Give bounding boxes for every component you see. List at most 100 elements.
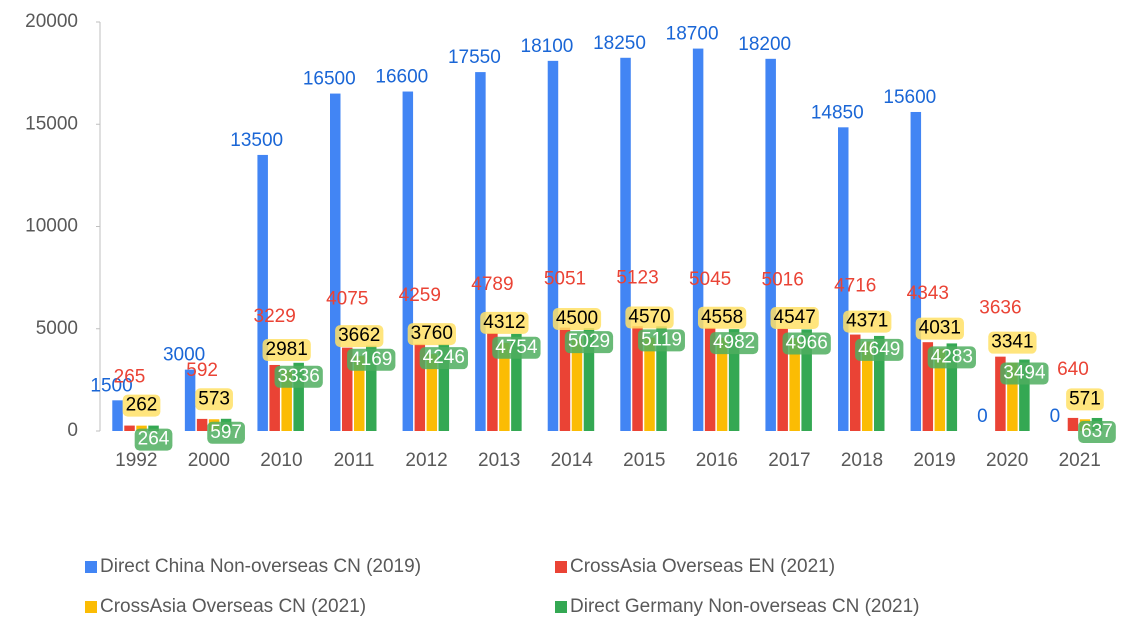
bar bbox=[692, 48, 704, 432]
legend-label: Direct China Non-overseas CN (2019) bbox=[100, 556, 421, 577]
data-label: 4982 bbox=[713, 332, 755, 353]
data-label: 4789 bbox=[471, 274, 513, 295]
label-bg bbox=[347, 348, 396, 371]
data-label: 4570 bbox=[628, 307, 670, 328]
bar bbox=[632, 326, 643, 431]
legend-label: CrossAsia Overseas CN (2021) bbox=[100, 596, 366, 617]
bar bbox=[354, 356, 365, 431]
bar bbox=[1019, 359, 1030, 431]
bar bbox=[487, 333, 498, 431]
bar bbox=[426, 354, 438, 431]
label-bg bbox=[195, 388, 233, 411]
data-label: 4343 bbox=[907, 283, 949, 304]
x-tick-label: 2011 bbox=[334, 450, 375, 471]
bar bbox=[801, 329, 812, 431]
bar bbox=[862, 341, 873, 431]
label-bg bbox=[697, 306, 747, 329]
data-label: 0 bbox=[977, 406, 988, 427]
label-bg bbox=[134, 428, 173, 451]
bar bbox=[922, 342, 934, 431]
bar bbox=[838, 127, 849, 431]
bar bbox=[910, 111, 922, 431]
data-label: 4169 bbox=[350, 349, 392, 370]
data-label: 4649 bbox=[858, 339, 900, 360]
x-tick-label: 2020 bbox=[986, 450, 1028, 471]
x-tick-label: 2000 bbox=[188, 450, 230, 471]
x-tick-label: 2010 bbox=[260, 450, 302, 471]
data-label: 573 bbox=[198, 388, 230, 409]
data-label: 262 bbox=[126, 395, 158, 416]
bar bbox=[499, 342, 510, 431]
label-bg bbox=[335, 325, 384, 348]
bar bbox=[620, 57, 631, 431]
label-bg bbox=[1000, 362, 1049, 385]
data-label: 592 bbox=[186, 360, 218, 381]
legend-swatch bbox=[555, 561, 567, 573]
bar bbox=[196, 418, 208, 431]
data-label: 3336 bbox=[278, 366, 320, 387]
data-label: 264 bbox=[138, 429, 170, 450]
data-label: 4246 bbox=[423, 347, 465, 368]
x-tick-label: 2018 bbox=[841, 450, 883, 471]
bar bbox=[402, 91, 414, 431]
label-bg bbox=[564, 331, 614, 354]
x-tick-label: 2015 bbox=[623, 450, 665, 471]
bar bbox=[366, 345, 377, 431]
data-label: 5119 bbox=[641, 329, 682, 350]
data-label: 18100 bbox=[521, 36, 574, 57]
x-tick-label: 2012 bbox=[405, 450, 447, 471]
x-tick-label: 2019 bbox=[913, 450, 955, 471]
label-bg bbox=[638, 329, 685, 352]
label-bg bbox=[262, 339, 311, 362]
data-label: 3341 bbox=[991, 332, 1033, 353]
data-label: 18200 bbox=[738, 34, 791, 55]
bar bbox=[644, 337, 655, 431]
bar bbox=[874, 335, 885, 431]
label-bg bbox=[625, 306, 674, 329]
data-label: 1500 bbox=[90, 375, 132, 396]
label-bg bbox=[552, 307, 602, 330]
data-label: 3760 bbox=[411, 323, 453, 344]
label-bg bbox=[274, 365, 323, 388]
bar bbox=[511, 333, 522, 431]
data-label: 3000 bbox=[163, 345, 205, 366]
label-bg bbox=[988, 331, 1037, 354]
data-label: 4547 bbox=[774, 307, 816, 328]
bar bbox=[281, 370, 292, 431]
bar bbox=[765, 58, 776, 432]
bar bbox=[148, 425, 159, 431]
data-label: 3494 bbox=[1003, 363, 1046, 384]
bar bbox=[1067, 417, 1079, 431]
y-tick-label: 10000 bbox=[25, 216, 78, 237]
bar bbox=[438, 344, 450, 431]
bar bbox=[342, 347, 353, 431]
data-label: 13500 bbox=[230, 130, 283, 151]
bar bbox=[1007, 362, 1018, 431]
x-tick-label: 1992 bbox=[115, 450, 157, 471]
bar bbox=[850, 334, 861, 431]
bar bbox=[475, 72, 486, 431]
x-tick-label: 2017 bbox=[768, 450, 810, 471]
data-label: 16500 bbox=[303, 69, 356, 90]
data-label: 16600 bbox=[375, 67, 428, 88]
data-label: 17550 bbox=[448, 47, 501, 68]
legend-label: CrossAsia Overseas EN (2021) bbox=[570, 556, 835, 577]
bar bbox=[269, 364, 280, 431]
bar bbox=[112, 400, 123, 431]
label-bg bbox=[927, 346, 976, 369]
bar bbox=[293, 362, 304, 431]
bar bbox=[934, 348, 946, 431]
label-bg bbox=[122, 394, 161, 417]
legend-label: Direct Germany Non-overseas CN (2021) bbox=[570, 596, 920, 617]
data-label: 3662 bbox=[338, 325, 380, 346]
legend-swatch bbox=[85, 561, 97, 573]
data-label: 4500 bbox=[556, 308, 598, 329]
data-label: 4259 bbox=[399, 285, 441, 306]
bar bbox=[184, 369, 196, 431]
data-label: 3229 bbox=[254, 306, 296, 327]
bar bbox=[789, 338, 800, 431]
bar bbox=[777, 328, 788, 431]
y-tick-label: 20000 bbox=[25, 11, 78, 32]
data-label: 5016 bbox=[762, 269, 804, 290]
